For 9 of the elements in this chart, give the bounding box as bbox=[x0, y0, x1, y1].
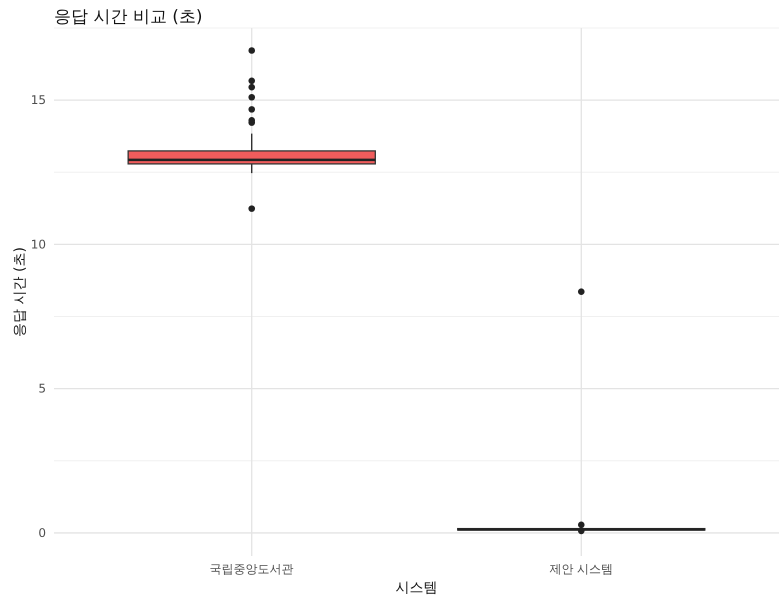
y-tick-label: 5 bbox=[38, 382, 46, 396]
x-tick-label: 국립중앙도서관 bbox=[210, 562, 294, 576]
y-tick-label: 0 bbox=[38, 526, 46, 540]
y-tick-label: 15 bbox=[30, 93, 46, 108]
y-axis-title: 응답 시간 (초) bbox=[12, 247, 28, 337]
x-tick-label: 제안 시스템 bbox=[549, 562, 614, 576]
x-axis-title: 시스템 bbox=[396, 580, 438, 596]
y-tick-label: 10 bbox=[30, 237, 46, 252]
chart-title: 응답 시간 비교 (초) bbox=[54, 7, 202, 27]
